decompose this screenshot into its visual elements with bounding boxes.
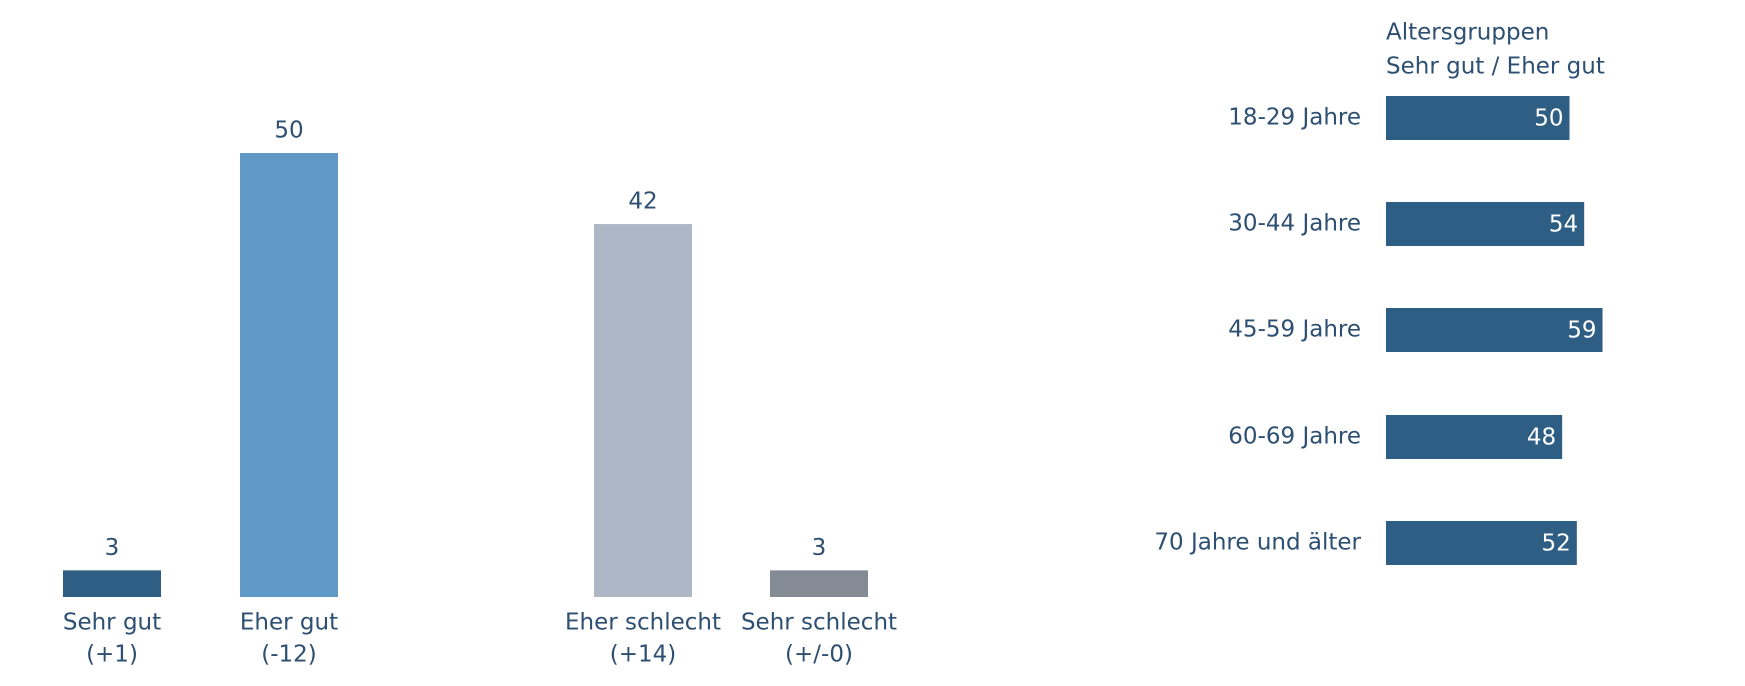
category-label: 45-59 Jahre xyxy=(1228,317,1361,343)
bar xyxy=(770,570,868,597)
category-label: 18-29 Jahre xyxy=(1228,105,1361,131)
change-label: (-12) xyxy=(261,642,317,668)
category-label: 70 Jahre und älter xyxy=(1154,530,1361,556)
bar xyxy=(594,224,692,598)
category-label: Sehr gut xyxy=(63,610,161,636)
category-label: Sehr schlecht xyxy=(741,610,897,636)
category-label: Eher schlecht xyxy=(565,610,721,636)
bar xyxy=(1386,202,1585,246)
value-label: 42 xyxy=(628,189,657,215)
bar xyxy=(63,570,161,597)
category-label: 60-69 Jahre xyxy=(1228,424,1361,450)
value-label: 59 xyxy=(1567,318,1596,344)
bar xyxy=(1386,308,1603,352)
value-label: 50 xyxy=(1534,106,1563,132)
bar xyxy=(1386,521,1577,565)
value-label: 48 xyxy=(1527,425,1556,451)
value-label: 54 xyxy=(1549,212,1578,238)
bar xyxy=(1386,96,1570,140)
bar xyxy=(240,153,338,597)
category-label: Eher gut xyxy=(240,610,338,636)
value-label: 52 xyxy=(1542,531,1571,557)
value-label: 3 xyxy=(105,535,120,561)
value-label: 3 xyxy=(812,535,827,561)
chart-subtitle: Sehr gut / Eher gut xyxy=(1386,54,1605,80)
category-label: 30-44 Jahre xyxy=(1228,211,1361,237)
bar xyxy=(1386,415,1563,459)
change-label: (+/-0) xyxy=(785,642,853,668)
chart-title: Altersgruppen xyxy=(1386,20,1549,46)
change-label: (+1) xyxy=(86,642,138,668)
value-label: 50 xyxy=(274,118,303,144)
change-label: (+14) xyxy=(610,642,676,668)
